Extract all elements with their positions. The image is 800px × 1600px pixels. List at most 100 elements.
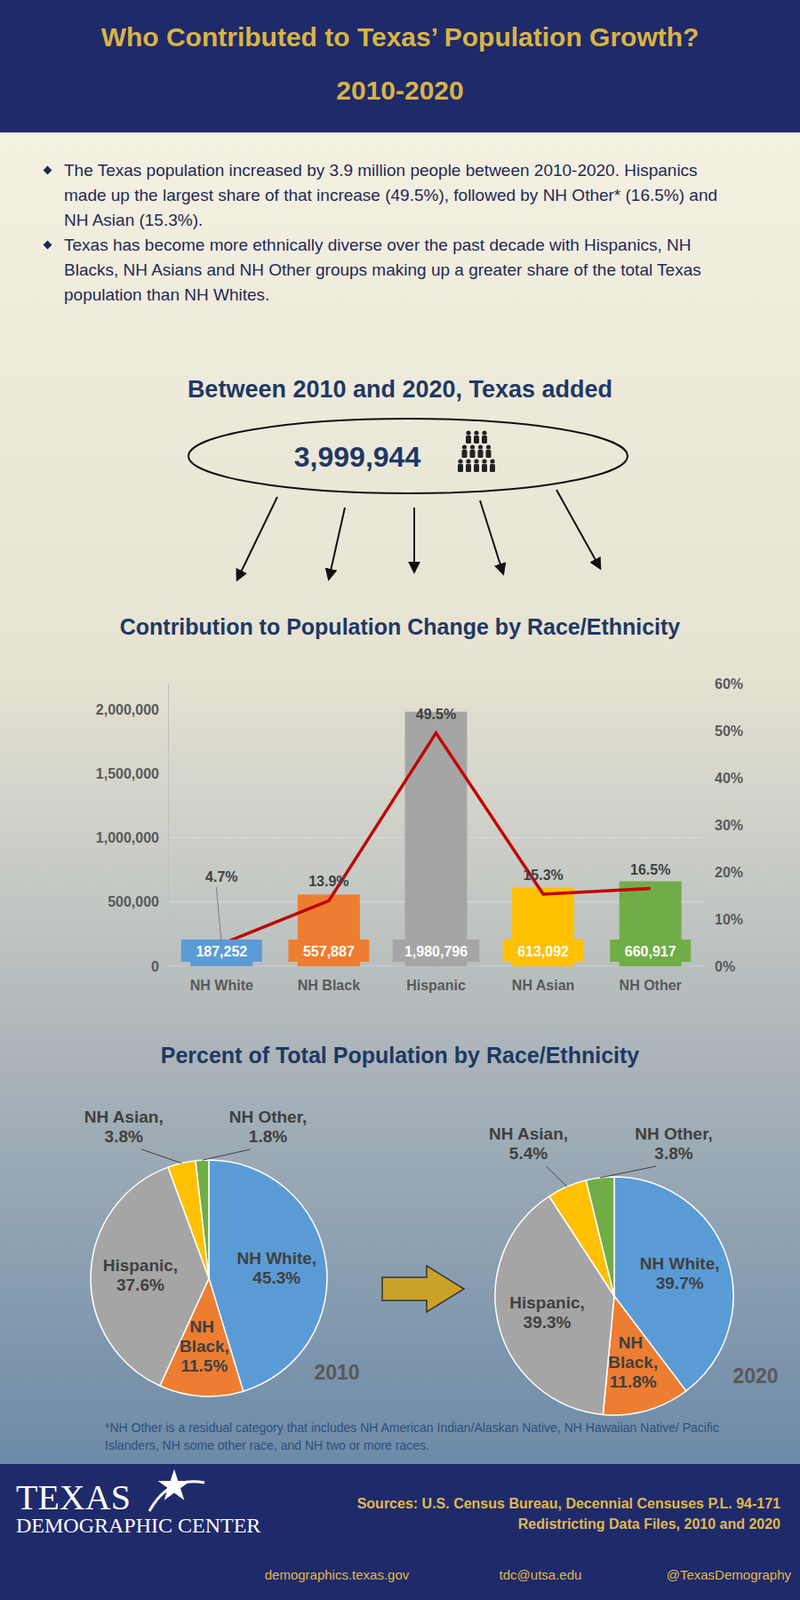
- tick: 0: [151, 959, 168, 975]
- tick: Hispanic: [406, 966, 466, 993]
- person-body: [486, 449, 492, 458]
- arrow: [237, 496, 278, 580]
- plot-area: [190, 712, 681, 967]
- tick: 1,500,000: [96, 766, 168, 782]
- person-body: [481, 464, 488, 472]
- tick: 20%: [704, 864, 744, 880]
- person-head: [481, 430, 487, 435]
- pie-label: NH Asian,: [488, 1124, 568, 1144]
- line-label: 16.5%: [630, 862, 671, 878]
- tick: 40%: [704, 770, 744, 786]
- tick-label: NH Asian: [512, 977, 576, 993]
- tick-label: 0%: [714, 959, 736, 975]
- person-head: [470, 444, 475, 449]
- pie-slice: [585, 1176, 615, 1296]
- leader-line: [600, 1166, 656, 1178]
- pie-value-label: 3.8%: [654, 1144, 693, 1163]
- chart-title: Contribution to Population Change by Rac…: [120, 614, 681, 640]
- y-axis: 0500,0001,000,0001,500,0002,000,000: [96, 684, 169, 975]
- pie: NH White,45.3%NH Black,11.5%Hispanic,37.…: [84, 1107, 328, 1397]
- footer-link: demographics.texas.gov: [264, 1567, 410, 1583]
- source-text: Sources: U.S. Census Bureau, Decennial C…: [357, 1496, 781, 1512]
- tick-label: 2,000,000: [96, 702, 160, 718]
- bar-label: 660,917: [624, 944, 677, 960]
- pie: NH White,39.7%NH Black,11.8%Hispanic,39.…: [488, 1124, 734, 1416]
- person-head: [462, 444, 467, 449]
- leader-line: [141, 1149, 182, 1164]
- bar-label: 1,980,796: [404, 944, 468, 960]
- tick-label: 60%: [714, 676, 744, 692]
- bullet-list: The Texas population increased by 3.9 mi…: [40, 158, 735, 308]
- bar-label: 613,092: [517, 944, 569, 960]
- pie-value-label: 39.3%: [523, 1312, 572, 1332]
- data-labels: 187,252557,8871,980,796613,092660,9174.7…: [181, 706, 691, 962]
- person-head: [457, 458, 463, 464]
- bar: [190, 942, 253, 967]
- pie-label: NH Black,: [179, 1317, 230, 1356]
- bullet-text: Texas has become more ethnically diverse…: [64, 235, 702, 304]
- bullet: Texas has become more ethnically diverse…: [40, 232, 735, 308]
- pie-label-line: NH: [190, 1317, 220, 1336]
- label-box: [288, 939, 369, 962]
- bar: [619, 880, 682, 967]
- highlight-text: Between 2010 and 2020, Texas added: [187, 376, 613, 403]
- pie-title: 2010: [313, 1360, 360, 1384]
- person-head: [465, 430, 471, 435]
- pie-value-label: 5.4%: [509, 1144, 548, 1163]
- pie-value-label: 1.8%: [248, 1127, 288, 1146]
- pie-label: NH Other,: [229, 1107, 308, 1127]
- pie-label: Hispanic,: [103, 1256, 178, 1275]
- pie-label-line: Hispanic,: [509, 1293, 584, 1312]
- pie-label: NH Asian,: [84, 1107, 164, 1127]
- pie-label-line: Black,: [608, 1352, 658, 1372]
- pie-title: 2020: [732, 1364, 778, 1388]
- person-head: [473, 430, 479, 435]
- line-label: 4.7%: [205, 869, 238, 885]
- tick: 10%: [704, 912, 744, 928]
- tick-label: 40%: [714, 770, 744, 786]
- axis-line: [704, 684, 705, 968]
- pie-label-line: NH White,: [236, 1248, 317, 1268]
- bar-label: 187,252: [195, 944, 248, 960]
- transition-arrow: [382, 1265, 464, 1312]
- logo-text: DEMOGRAPHIC CENTER: [16, 1513, 261, 1537]
- bullet: The Texas population increased by 3.9 mi…: [40, 158, 735, 233]
- label-box: [609, 939, 691, 962]
- line-label: 13.9%: [308, 873, 349, 889]
- tick-label: 10%: [714, 912, 744, 928]
- pie-value-label: 39.7%: [656, 1273, 704, 1293]
- tick-label: 500,000: [107, 894, 160, 910]
- pie-value-label: 3.8%: [104, 1127, 144, 1146]
- person-head: [478, 444, 483, 449]
- tick: 2,000,000: [96, 702, 168, 718]
- tick: NH Black: [297, 966, 360, 993]
- line-label: 15.3%: [522, 867, 563, 883]
- person-head: [481, 458, 487, 464]
- pie-label: NH White,: [236, 1248, 317, 1268]
- tick-label: NH Black: [297, 977, 360, 993]
- person-body: [489, 464, 496, 472]
- pie-label: NH White,: [640, 1254, 720, 1273]
- person-body: [465, 435, 472, 444]
- bar: [297, 894, 360, 967]
- tick: 60%: [704, 676, 744, 692]
- pie-label-line: NH: [618, 1333, 648, 1352]
- person-body: [470, 449, 476, 458]
- pie-label-line: Black,: [179, 1336, 230, 1356]
- tick-label: Hispanic: [406, 977, 466, 993]
- tick: 500,000: [107, 894, 168, 910]
- bar: [405, 712, 468, 967]
- person-body: [457, 464, 464, 472]
- pie-slice: [602, 1296, 686, 1416]
- line-label: 49.5%: [416, 706, 456, 722]
- leader-line: [546, 1166, 568, 1187]
- y2-axis: 0%10%20%30%40%50%60%: [704, 676, 744, 975]
- bullet-marker: [43, 166, 53, 176]
- pie-value-label: 11.5%: [181, 1356, 229, 1376]
- x-axis: NH WhiteNH BlackHispanicNH AsianNH Other: [168, 966, 705, 993]
- person-head: [473, 458, 479, 464]
- leader-line: [216, 887, 222, 944]
- header-subtitle: 2010-2020: [336, 75, 464, 105]
- tick: 50%: [704, 723, 744, 739]
- people-icon: [457, 430, 496, 472]
